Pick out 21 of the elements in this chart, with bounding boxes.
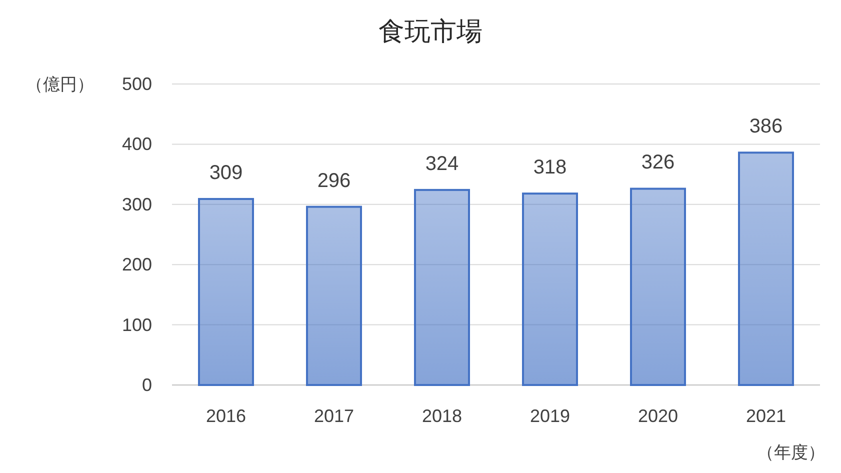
y-tick-label: 400 [122,134,152,154]
x-tick-label: 2020 [638,406,678,426]
y-tick-label: 100 [122,314,152,335]
y-tick-label: 0 [142,375,152,395]
y-axis-title: （億円） [26,75,94,94]
x-axis-title: （年度） [757,443,825,462]
x-tick-label: 2016 [206,406,246,426]
data-label: 296 [317,170,351,192]
data-label: 326 [641,152,675,174]
data-label: 309 [209,162,243,184]
x-tick-label: 2019 [530,406,570,426]
x-tick-label: 2021 [746,406,786,426]
data-label: 324 [425,152,459,175]
chart-title: 食玩市場 [378,16,482,46]
data-label: 318 [533,156,567,179]
x-tick-label: 2017 [314,406,354,426]
data-label: 386 [749,116,783,138]
y-tick-label: 500 [122,74,152,94]
x-tick-label: 2018 [422,406,462,426]
y-tick-label: 200 [122,254,152,275]
y-tick-label: 300 [122,194,152,214]
